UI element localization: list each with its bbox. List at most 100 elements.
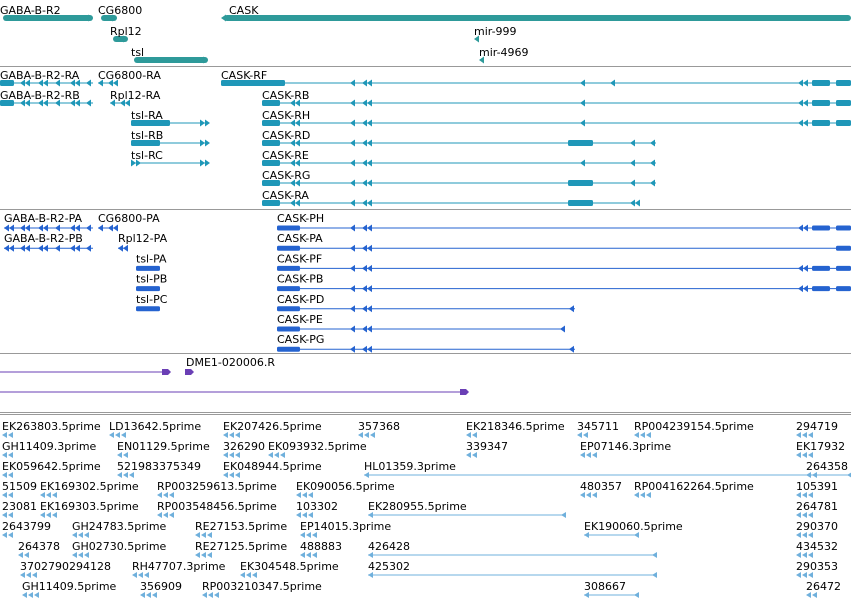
feature-gaba-b-r2-rb[interactable]: GABA-B-R2-RB (0, 89, 93, 107)
feature-rp003259613-5prime[interactable]: RP003259613.5prime (157, 480, 277, 498)
feature-cask-rg[interactable]: CASK-RG (262, 169, 656, 187)
feature-re27125-5prime[interactable]: RE27125.5prime (195, 540, 287, 558)
feature-3702790294128[interactable]: 3702790294128 (20, 560, 111, 578)
feature-356909[interactable]: 356909 (140, 580, 182, 598)
feature-rp003548456-5prime[interactable]: RP003548456.5prime (157, 500, 277, 518)
feature-cask-rf[interactable]: CASK-RF (221, 69, 851, 87)
feature-tsl-rc[interactable]: tsl-RC (131, 149, 210, 167)
feature-label: CASK-RG (262, 169, 310, 182)
feature-434532[interactable]: 434532 (796, 540, 838, 558)
feature-tsl-ra[interactable]: tsl-RA (131, 109, 210, 127)
feature-51509[interactable]: 51509 (2, 480, 37, 498)
est-arrow (580, 452, 585, 458)
feature-ek048944-5prime[interactable]: EK048944.5prime (223, 460, 322, 478)
feature-mir-4969[interactable]: mir-4969 (479, 46, 529, 64)
feature-294719[interactable]: 294719 (796, 420, 838, 438)
feature-ek218346-5prime[interactable]: EK218346.5prime (466, 420, 565, 438)
feature-cask-pd[interactable]: CASK-PD (277, 293, 575, 313)
feature-ek207426-5prime[interactable]: EK207426.5prime (223, 420, 322, 438)
feature-rpl12-pa[interactable]: Rpl12-PA (118, 232, 168, 252)
feature-cask-pe[interactable]: CASK-PE (277, 313, 565, 333)
feature-290370[interactable]: 290370 (796, 520, 838, 538)
feature-cg6800[interactable]: CG6800 (98, 4, 142, 22)
feature-cask-pf[interactable]: CASK-PF (277, 252, 851, 272)
feature-tsl-pb[interactable]: tsl-PB (136, 273, 167, 292)
feature-tsl[interactable]: tsl (131, 46, 208, 64)
feature-290353[interactable]: 290353 (796, 560, 838, 578)
feature-gh11409-5prime[interactable]: GH11409.5prime (22, 580, 117, 598)
feature-264781[interactable]: 264781 (796, 500, 838, 518)
feature-tsl-rb[interactable]: tsl-RB (131, 129, 210, 147)
feature-339347[interactable]: 339347 (466, 440, 508, 458)
feature-unnamed[interactable] (0, 369, 171, 375)
feature-gaba-b-r2-pa[interactable]: GABA-B-R2-PA (4, 212, 93, 232)
feature-480357[interactable]: 480357 (580, 480, 622, 498)
feature-en01129-5prime[interactable]: EN01129.5prime (117, 440, 210, 458)
feature-264358[interactable]: 264358 (806, 460, 848, 478)
feature-cask-rd[interactable]: CASK-RD (262, 129, 656, 147)
feature-cask-pg[interactable]: CASK-PG (277, 333, 575, 353)
feature-23081[interactable]: 23081 (2, 500, 37, 518)
feature-gaba-b-r2-ra[interactable]: GABA-B-R2-RA (0, 69, 93, 87)
feature-cask-rb[interactable]: CASK-RB (262, 89, 851, 107)
feature-rp004239154-5prime[interactable]: RP004239154.5prime (634, 420, 754, 438)
feature-rpl12-ra[interactable]: Rpl12-RA (110, 89, 161, 107)
est-arrow (40, 492, 45, 498)
feature-cg6800-ra[interactable]: CG6800-RA (98, 69, 161, 87)
feature-cask-ra[interactable]: CASK-RA (262, 189, 640, 207)
feature-2643799[interactable]: 2643799 (2, 520, 51, 538)
feature-103302[interactable]: 103302 (296, 500, 338, 518)
feature-cask-ph[interactable]: CASK-PH (277, 212, 851, 232)
feature-tsl-pc[interactable]: tsl-PC (136, 293, 168, 312)
feature-26472[interactable]: 26472 (806, 580, 841, 598)
feature-re27153-5prime[interactable]: RE27153.5prime (195, 520, 287, 538)
feature-rpl12[interactable]: Rpl12 (110, 25, 142, 43)
feature-mir-999[interactable]: mir-999 (474, 25, 517, 43)
feature-425302[interactable]: 425302 (368, 560, 657, 578)
feature-rh47707-3prime[interactable]: RH47707.3prime (132, 560, 226, 578)
feature-label: 51509 (2, 480, 37, 493)
feature-308667[interactable]: 308667 (584, 580, 639, 598)
feature-cask-re[interactable]: CASK-RE (262, 149, 656, 167)
feature-488883[interactable]: 488883 (300, 540, 342, 558)
feature-ek190060-5prime[interactable]: EK190060.5prime (584, 520, 683, 538)
feature-unnamed[interactable] (0, 389, 469, 395)
exon-block (812, 120, 830, 126)
est-arrow (368, 572, 373, 578)
feature-hl01359-3prime[interactable]: HL01359.3prime (364, 460, 851, 478)
feature-cask[interactable]: CASK (221, 4, 851, 22)
feature-cask-rh[interactable]: CASK-RH (262, 109, 851, 127)
feature-ek090056-5prime[interactable]: EK090056.5prime (296, 480, 395, 498)
feature-ek263803-5prime[interactable]: EK263803.5prime (2, 420, 101, 438)
feature-ld13642-5prime[interactable]: LD13642.5prime (109, 420, 201, 438)
feature-357368[interactable]: 357368 (358, 420, 400, 438)
feature-rp004162264-5prime[interactable]: RP004162264.5prime (634, 480, 754, 498)
feature-ek304548-5prime[interactable]: EK304548.5prime (240, 560, 339, 578)
feature-dme1-020006-r[interactable]: DME1-020006.R (185, 356, 275, 375)
feature-gh11409-3prime[interactable]: GH11409.3prime (2, 440, 97, 458)
feature-rp003210347-5prime[interactable]: RP003210347.5prime (202, 580, 322, 598)
feature-ek169302-5prime[interactable]: EK169302.5prime (40, 480, 139, 498)
feature-ek059642-5prime[interactable]: EK059642.5prime (2, 460, 101, 478)
feature-gaba-b-r2-pb[interactable]: GABA-B-R2-PB (4, 232, 93, 252)
feature-gaba-b-r2[interactable]: GABA-B-R2 (0, 4, 93, 22)
feature-105391[interactable]: 105391 (796, 480, 838, 498)
feature-521983375349[interactable]: 521983375349 (117, 460, 201, 478)
feature-345711[interactable]: 345711 (577, 420, 619, 438)
feature-gh24783-5prime[interactable]: GH24783.5prime (72, 520, 167, 538)
feature-cask-pb[interactable]: CASK-PB (277, 273, 851, 293)
feature-426428[interactable]: 426428 (368, 540, 657, 558)
feature-326290[interactable]: 326290 (223, 440, 265, 458)
feature-264378[interactable]: 264378 (18, 540, 60, 558)
feature-ek169303-5prime[interactable]: EK169303.5prime (40, 500, 139, 518)
feature-gh02730-5prime[interactable]: GH02730.5prime (72, 540, 167, 558)
feature-ek280955-5prime[interactable]: EK280955.5prime (368, 500, 566, 518)
feature-cg6800-pa[interactable]: CG6800-PA (98, 212, 160, 232)
feature-ek17932[interactable]: EK17932 (796, 440, 845, 458)
feature-ek093932-5prime[interactable]: EK093932.5prime (268, 440, 367, 458)
exon-arrow (350, 264, 355, 272)
feature-ep07146-3prime[interactable]: EP07146.3prime (580, 440, 671, 458)
feature-ep14015-3prime[interactable]: EP14015.3prime (300, 520, 391, 538)
feature-tsl-pa[interactable]: tsl-PA (136, 252, 167, 271)
feature-cask-pa[interactable]: CASK-PA (277, 232, 851, 252)
